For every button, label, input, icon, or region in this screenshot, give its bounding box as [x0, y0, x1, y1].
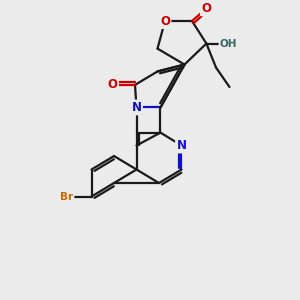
Text: N: N — [176, 139, 187, 152]
Text: OH: OH — [220, 38, 237, 49]
Text: O: O — [201, 2, 212, 15]
Text: Br: Br — [60, 191, 73, 202]
Text: O: O — [160, 14, 170, 28]
Text: O: O — [107, 78, 118, 92]
Text: N: N — [131, 101, 142, 114]
